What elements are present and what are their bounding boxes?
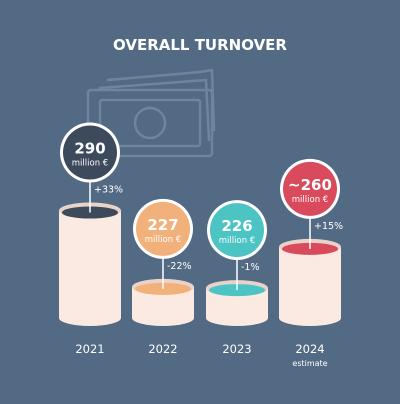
year-label: 2023 bbox=[222, 342, 251, 356]
cylinder-body bbox=[206, 288, 268, 326]
value-unit: million € bbox=[145, 235, 181, 245]
value-bubble bbox=[210, 203, 264, 258]
change-label: -22% bbox=[167, 261, 192, 272]
change-label: -1% bbox=[241, 262, 260, 273]
year-note: estimate bbox=[292, 359, 327, 368]
chart-title: OVERALL TURNOVER bbox=[113, 36, 287, 54]
value-label: 290 bbox=[74, 140, 105, 158]
value-label: 226 bbox=[221, 217, 252, 235]
change-label: +15% bbox=[314, 221, 343, 232]
value-unit: million € bbox=[219, 236, 255, 246]
cylinder-body bbox=[132, 286, 194, 326]
year-label: 2022 bbox=[148, 342, 177, 356]
value-bubble bbox=[63, 125, 117, 180]
year-label: 2024 bbox=[295, 342, 324, 356]
value-bubble bbox=[283, 161, 337, 216]
year-label: 2021 bbox=[75, 342, 104, 356]
value-label: ~260 bbox=[288, 176, 332, 194]
cylinder-body bbox=[279, 246, 341, 326]
cylinder-body bbox=[59, 210, 121, 326]
value-label: 227 bbox=[147, 216, 178, 234]
value-unit: million € bbox=[72, 159, 108, 169]
value-unit: million € bbox=[292, 195, 328, 205]
change-label: +33% bbox=[94, 185, 123, 196]
value-bubble bbox=[136, 201, 190, 256]
